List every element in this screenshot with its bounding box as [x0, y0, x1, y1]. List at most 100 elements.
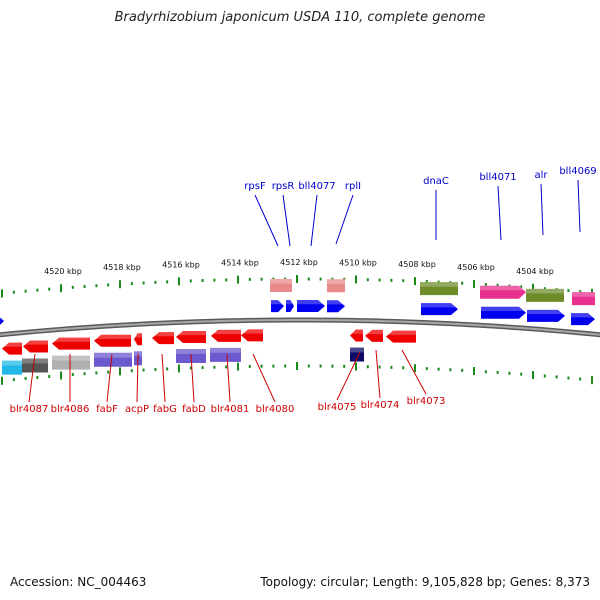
leader-line: [497, 185, 502, 241]
reverse-gene-arrow: [134, 333, 142, 346]
reverse-gene-arrow: [386, 330, 416, 343]
feature-box: [210, 347, 241, 362]
scale-labels: 4520 kbp 4518 kbp 4516 kbp 4514 kbp 4512 kbp…: [44, 258, 554, 276]
accession-text: Accession: NC_004463: [10, 575, 147, 589]
feature-box-shade: [327, 279, 345, 284]
gene-labels: rpsF rpsR bll4077 rplI dnaC bll4071 alr bll4069…: [10, 166, 597, 415]
gene-label-bottom: acpP: [125, 404, 149, 415]
feature-box-shade: [420, 282, 458, 287]
reverse-gene-arrow-shade: [23, 340, 48, 345]
feature-box-shade: [572, 292, 595, 297]
forward-gene-arrow-shade: [327, 300, 345, 305]
reverse-gene-arrow: [152, 332, 174, 345]
scale-label: 4506 kbp: [457, 263, 495, 272]
feature-box: [270, 279, 292, 293]
genome-backbone: [0, 317, 600, 338]
forward-gene-arrow: [421, 303, 458, 316]
leader-line: [336, 351, 361, 401]
reverse-gene-arrow-shade: [134, 333, 142, 338]
forward-gene-arrow-shade: [481, 306, 526, 311]
forward-gene-arrow: [481, 306, 526, 319]
reverse-gene-arrow: [365, 329, 383, 342]
gene-label-bottom: fabF: [96, 404, 118, 415]
feature-box-shade: [350, 347, 364, 353]
forward-gene-arrow: [571, 313, 595, 326]
gene-label-bottom: blr4081: [211, 404, 250, 415]
scale-label: 4512 kbp: [280, 258, 318, 267]
feature-box: [22, 358, 48, 373]
reverse-gene-arrow-shade: [176, 330, 206, 336]
forward-gene-arrow-shade: [527, 309, 565, 315]
leader-line: [401, 349, 427, 395]
forward-gene-arrow: [527, 309, 565, 322]
forward-gene-arrow: [286, 300, 294, 313]
scale-label: 4504 kbp: [516, 267, 554, 276]
leader-line: [190, 353, 195, 403]
feature-box: [2, 360, 22, 375]
leader-line: [282, 194, 291, 247]
reverse-gene-arrow-shade: [211, 329, 241, 335]
gene-label-top: dnaC: [423, 176, 449, 187]
forward-gene-arrow: [271, 300, 284, 313]
feature-box-shade: [176, 348, 206, 354]
label-leaders: [28, 179, 581, 403]
feature-box: [420, 282, 458, 296]
leader-line: [252, 353, 276, 403]
forward-gene-arrow-shade: [421, 303, 458, 308]
leader-line: [161, 353, 166, 403]
leader-line: [226, 353, 231, 403]
gene-label-top: rplI: [345, 181, 361, 192]
feature-box: [526, 288, 564, 302]
reverse-gene-arrow-shade: [94, 334, 131, 339]
scale-label: 4518 kbp: [103, 263, 141, 272]
gene-label-bottom: blr4073: [407, 396, 446, 407]
feature-box: [572, 292, 595, 306]
gene-features: [0, 279, 595, 375]
genome-summary-text: Topology: circular; Length: 9,105,828 bp…: [260, 575, 590, 589]
reverse-gene-arrow: [211, 329, 241, 342]
scale-label: 4520 kbp: [44, 267, 82, 276]
backbone-highlight: [0, 318, 600, 336]
leader-line: [254, 194, 279, 247]
feature-box-shade: [134, 351, 142, 357]
map-title: Bradyrhizobium japonicum USDA 110, compl…: [114, 10, 486, 25]
leader-line: [540, 183, 544, 236]
reverse-gene-arrow: [52, 337, 90, 350]
feature-box-shade: [94, 352, 132, 358]
reverse-gene-arrow: [176, 330, 206, 343]
feature-box-shade: [526, 288, 564, 294]
feature-box: [480, 285, 526, 299]
forward-gene-arrow: [0, 317, 4, 325]
leader-line: [335, 194, 354, 245]
forward-gene-arrow-shade: [571, 313, 595, 318]
forward-gene-arrow-shade: [271, 300, 284, 305]
scale-ticks: [1, 275, 593, 385]
reverse-gene-arrow: [94, 334, 131, 347]
gene-label-bottom: blr4074: [361, 400, 400, 411]
gene-label-top: rpsR: [272, 181, 295, 192]
leader-line: [28, 353, 36, 403]
scale-label: 4516 kbp: [162, 260, 200, 269]
feature-box-shade: [22, 358, 48, 364]
feature-box-shade: [210, 347, 241, 353]
gene-label-bottom: blr4075: [318, 402, 357, 413]
reverse-gene-arrow-shade: [52, 337, 90, 342]
gene-label-top: bll4071: [479, 172, 516, 183]
feature-box: [350, 347, 364, 362]
gene-label-bottom: blr4080: [256, 404, 295, 415]
scale-label: 4510 kbp: [339, 259, 377, 268]
forward-gene-arrow: [297, 300, 325, 313]
feature-box: [327, 279, 345, 293]
feature-box-shade: [270, 279, 292, 284]
gene-label-top: rpsF: [244, 181, 266, 192]
leader-line: [310, 194, 318, 247]
reverse-gene-arrow: [241, 329, 263, 342]
feature-box-shade: [2, 360, 22, 366]
reverse-gene-arrow-shade: [365, 329, 383, 335]
reverse-gene-arrow: [350, 329, 363, 342]
leader-line: [136, 353, 139, 403]
reverse-gene-arrow-shade: [152, 332, 174, 337]
reverse-gene-arrow-shade: [386, 330, 416, 335]
scale-label: 4514 kbp: [221, 259, 259, 268]
forward-gene-arrow-shade: [286, 300, 294, 305]
